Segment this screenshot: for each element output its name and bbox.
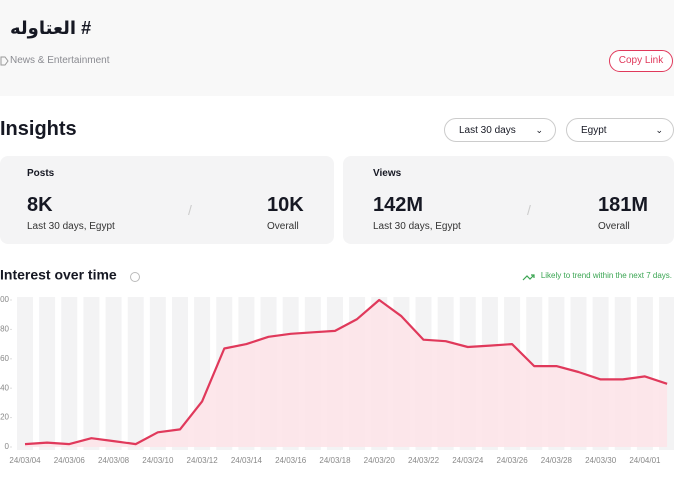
- day-stripe: [127, 297, 144, 450]
- day-stripe: [17, 297, 33, 450]
- y-tick-label: 0: [5, 442, 10, 451]
- x-tick-label: 24/03/08: [98, 456, 130, 465]
- overall-label: Overall: [598, 221, 630, 232]
- line: [24, 298, 668, 446]
- day-stripe: [61, 297, 78, 450]
- y-tick-label: 20: [0, 413, 9, 422]
- recent-label: Last 30 days, Egypt: [27, 221, 115, 232]
- period-dropdown[interactable]: Last 30 days ⌄: [444, 118, 556, 142]
- chevron: ⌄: [655, 125, 663, 135]
- overall-label: Overall: [267, 221, 299, 232]
- x-tick-label: 24/03/28: [541, 456, 573, 465]
- day-stripe: [105, 297, 122, 450]
- divider: /: [527, 202, 531, 218]
- period-value: Last 30 days: [459, 125, 516, 136]
- y-tick-label: 60: [0, 354, 9, 363]
- tag-icon: [0, 56, 9, 66]
- x-tick-label: 24/03/20: [364, 456, 396, 465]
- overall-value: 10K: [267, 194, 304, 216]
- recent-value: 8K: [27, 194, 53, 216]
- x-tick-label: 24/03/30: [585, 456, 617, 465]
- day-stripe: [39, 297, 56, 450]
- trend-annotation: Likely to trend within the next 7 days.: [541, 271, 672, 280]
- stat-card: Views 142M Last 30 days, Egypt / 181M Ov…: [343, 156, 674, 244]
- copy-link-button[interactable]: Copy Link: [609, 50, 673, 72]
- area: [25, 300, 668, 447]
- card-label: Posts: [27, 168, 55, 179]
- x-tick-label: 24/03/10: [142, 456, 174, 465]
- x-tick-label: 24/03/12: [187, 456, 219, 465]
- day-stripe: [83, 297, 100, 450]
- y-tick-label: 100: [0, 295, 10, 304]
- header: [0, 0, 674, 96]
- help-icon[interactable]: [130, 272, 140, 282]
- y-tick-label: 80: [0, 325, 9, 334]
- insights-title: Insights: [0, 118, 77, 140]
- x-tick-label: 24/03/24: [452, 456, 484, 465]
- hashtag-title: العتاوله #: [10, 18, 92, 38]
- region-dropdown[interactable]: Egypt ⌄: [566, 118, 674, 142]
- region-value: Egypt: [581, 125, 607, 136]
- day-stripe: [171, 297, 188, 450]
- x-tick-label: 24/03/18: [319, 456, 351, 465]
- x-tick-label: 24/03/14: [231, 456, 263, 465]
- divider: /: [188, 202, 192, 218]
- x-tick-label: 24/03/22: [408, 456, 440, 465]
- y-tick-label: 40: [0, 383, 9, 392]
- stat-card: Posts 8K Last 30 days, Egypt / 10K Overa…: [0, 156, 334, 244]
- x-tick-label: 24/03/04: [9, 456, 41, 465]
- x-tick-label: 24/04/01: [629, 456, 661, 465]
- category: News & Entertainment: [10, 55, 110, 66]
- x-tick-label: 24/03/16: [275, 456, 307, 465]
- chevron: ⌄: [535, 125, 543, 135]
- chart: Interest over time Likely to trend withi…: [0, 267, 674, 465]
- x-tick-label: 24/03/06: [54, 456, 86, 465]
- chart-title: Interest over time: [0, 267, 117, 283]
- card-label: Views: [373, 168, 402, 179]
- trend-icon: [522, 274, 535, 281]
- day-stripe: [149, 297, 166, 450]
- x-tick-label: 24/03/26: [497, 456, 529, 465]
- recent-value: 142M: [373, 194, 424, 216]
- overall-value: 181M: [598, 194, 649, 216]
- recent-label: Last 30 days, Egypt: [373, 221, 461, 232]
